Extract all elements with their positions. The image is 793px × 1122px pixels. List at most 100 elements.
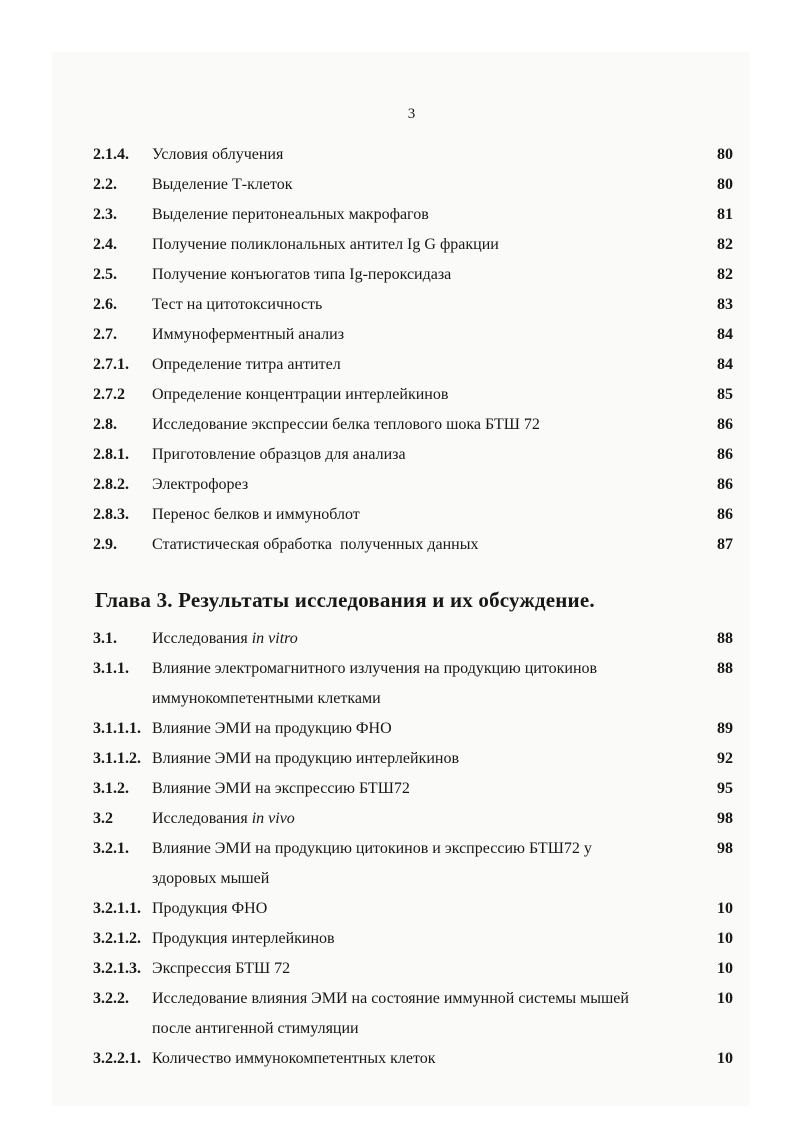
toc-entry-number: 3.2.1.1.	[93, 900, 141, 917]
toc-row: 3.1.1. Влияние электромагнитного излучени…	[93, 658, 733, 709]
toc-entry-page: 10	[717, 930, 733, 947]
toc-part3-rows: 3.1. Исследования in vitro 88 3.1.1. Влияние…	[93, 628, 733, 1069]
toc-entry-page: 10	[717, 1050, 733, 1067]
toc-entry-number: 3.1.1.	[93, 660, 129, 677]
toc-row: 3.2 Исследования in vivo 98	[93, 808, 733, 829]
toc-entry-title-continuation: здоровых мышей	[152, 870, 270, 887]
toc-entry-number: 3.2	[93, 810, 113, 827]
toc-entry-page: 87	[717, 536, 733, 553]
toc-entry-title: Влияние ЭМИ на экспрессию БТШ72	[152, 780, 410, 797]
toc-row: 3.2.1. Влияние ЭМИ на продукцию цитокинов…	[93, 838, 733, 889]
toc-entry-title: Электрофорез	[152, 476, 249, 493]
toc-entry-title: Исследование экспрессии белка теплового …	[152, 416, 540, 433]
toc-entry-number: 3.1.2.	[93, 780, 129, 797]
toc-entry-title: Получение поликлональных антител Ig G фр…	[152, 236, 499, 253]
toc-entry-number: 2.8.3.	[93, 506, 129, 523]
toc-entry-text: Количество иммунокомпетентных клеток	[152, 1048, 689, 1069]
toc-entry-page: 10	[717, 960, 733, 977]
toc-entry-page: 10	[717, 900, 733, 917]
toc-entry-text: Влияние ЭМИ на экспрессию БТШ72	[152, 778, 689, 799]
toc-entry-page: 95	[717, 780, 733, 797]
toc-entry-page: 82	[717, 266, 733, 283]
toc-entry-number: 2.3.	[93, 206, 117, 223]
toc-entry-title: Количество иммунокомпетентных клеток	[152, 1050, 436, 1067]
toc-entry-page: 88	[717, 660, 733, 677]
toc-entry-title: Выделение перитонеальных макрофагов	[152, 206, 429, 223]
toc-entry-title: Продукция интерлейкинов	[152, 930, 335, 947]
toc-entry-number: 2.7.1.	[93, 356, 129, 373]
toc-row: 3.1.2. Влияние ЭМИ на экспрессию БТШ72 95	[93, 778, 733, 799]
toc-row: 3.2.1.1. Продукция ФНО 10	[93, 898, 733, 919]
toc-entry-text: Определение титра антител	[152, 354, 689, 375]
toc-entry-page: 86	[717, 506, 733, 523]
toc-entry-text: Влияние ЭМИ на продукцию цитокинов и экс…	[152, 838, 689, 889]
toc-entry-text: Влияние ЭМИ на продукцию интерлейкинов	[152, 748, 689, 769]
toc-entry-title: Определение титра антител	[152, 356, 341, 373]
toc-entry-number: 2.7.	[93, 326, 117, 343]
toc-entry-number: 2.7.2	[93, 386, 125, 403]
toc-entry-page: 86	[717, 416, 733, 433]
toc-entry-text: Исследование экспрессии белка теплового …	[152, 414, 689, 435]
toc-entry-page: 98	[717, 810, 733, 827]
toc-entry-number: 3.2.1.2.	[93, 930, 141, 947]
toc-entry-number: 2.6.	[93, 296, 117, 313]
toc-row: 3.2.1.2. Продукция интерлейкинов 10	[93, 928, 733, 949]
toc-entry-page: 88	[717, 630, 733, 647]
chapter-3-heading: Глава 3. Результаты исследования и их об…	[95, 588, 595, 612]
toc-entry-title: Перенос белков и иммуноблот	[152, 506, 360, 523]
toc-entry-title: Исследования in vivo	[152, 810, 295, 827]
toc-entry-text: Приготовление образцов для анализа	[152, 444, 689, 465]
toc-entry-text: Исследования in vivo	[152, 808, 689, 829]
toc-entry-page: 86	[717, 446, 733, 463]
toc-entry-title: Тест на цитотоксичность	[152, 296, 323, 313]
toc-entry-title: Получение конъюгатов типа Ig-пероксидаза	[152, 266, 452, 283]
toc-entry-text: Исследования in vitro	[152, 628, 689, 649]
toc-entry-text: Экспрессия БТШ 72	[152, 958, 689, 979]
toc-entry-number: 2.5.	[93, 266, 117, 283]
toc-row: 3.2.2. Исследование влияния ЭМИ на состоя…	[93, 988, 733, 1039]
toc-entry-title-continuation: после антигенной стимуляции	[152, 1020, 359, 1037]
toc-entry-text: Тест на цитотоксичность	[152, 294, 689, 315]
toc-entry-text: Иммуноферментный анализ	[152, 324, 689, 345]
toc-row: 2.5. Получение конъюгатов типа Ig-перокси…	[93, 264, 733, 285]
toc-row: 2.8.1. Приготовление образцов для анализа…	[93, 444, 733, 465]
toc-entry-page: 81	[717, 206, 733, 223]
toc-entry-page: 84	[717, 356, 733, 373]
toc-entry-title: Экспрессия БТШ 72	[152, 960, 291, 977]
toc-entry-title: Исследования in vitro	[152, 630, 298, 647]
toc-entry-number: 2.4.	[93, 236, 117, 253]
toc-entry-text: Получение поликлональных антител Ig G фр…	[152, 234, 689, 255]
toc-entry-text: Исследование влияния ЭМИ на состояние им…	[152, 988, 689, 1039]
toc-row: 2.9. Статистическая обработка полученных …	[93, 534, 733, 555]
toc-row: 3.1.1.2. Влияние ЭМИ на продукцию интерле…	[93, 748, 733, 769]
toc-row: 3.2.2.1. Количество иммунокомпетентных кл…	[93, 1048, 733, 1069]
toc-row: 3.1.1.1. Влияние ЭМИ на продукцию ФНО 89	[93, 718, 733, 739]
toc-entry-text: Условия облучения	[152, 144, 689, 165]
toc-entry-title: Выделение Т-клеток	[152, 176, 293, 193]
toc-entry-text: Продукция ФНО	[152, 898, 689, 919]
toc-entry-page: 86	[717, 476, 733, 493]
toc-entry-title: Определение концентрации интерлейкинов	[152, 386, 449, 403]
table-of-contents: 2.1.4. Условия облучения 80 2.2. Выделение Т…	[93, 144, 733, 1078]
toc-entry-title-continuation: иммунокомпетентными клетками	[152, 690, 381, 707]
toc-entry-number: 3.2.1.	[93, 840, 129, 857]
toc-entry-page: 85	[717, 386, 733, 403]
toc-entry-text: Выделение Т-клеток	[152, 174, 689, 195]
toc-entry-page: 83	[717, 296, 733, 313]
toc-row: 2.7.2 Определение концентрации интерлейки…	[93, 384, 733, 405]
toc-entry-title: Приготовление образцов для анализа	[152, 446, 406, 463]
toc-row: 2.2. Выделение Т-клеток 80	[93, 174, 733, 195]
toc-entry-number: 3.2.2.	[93, 990, 129, 1007]
toc-entry-text: Перенос белков и иммуноблот	[152, 504, 689, 525]
toc-entry-number: 2.8.1.	[93, 446, 129, 463]
toc-row: 2.8.2. Электрофорез 86	[93, 474, 733, 495]
toc-entry-text: Влияние электромагнитного излучения на п…	[152, 658, 689, 709]
toc-entry-title: Условия облучения	[152, 146, 284, 163]
toc-entry-number: 3.2.1.3.	[93, 960, 141, 977]
toc-entry-text: Продукция интерлейкинов	[152, 928, 689, 949]
toc-entry-number: 2.8.	[93, 416, 117, 433]
toc-entry-text: Получение конъюгатов типа Ig-пероксидаза	[152, 264, 689, 285]
toc-entry-page: 82	[717, 236, 733, 253]
toc-entry-title: Иммуноферментный анализ	[152, 326, 345, 343]
toc-entry-number: 2.8.2.	[93, 476, 129, 493]
